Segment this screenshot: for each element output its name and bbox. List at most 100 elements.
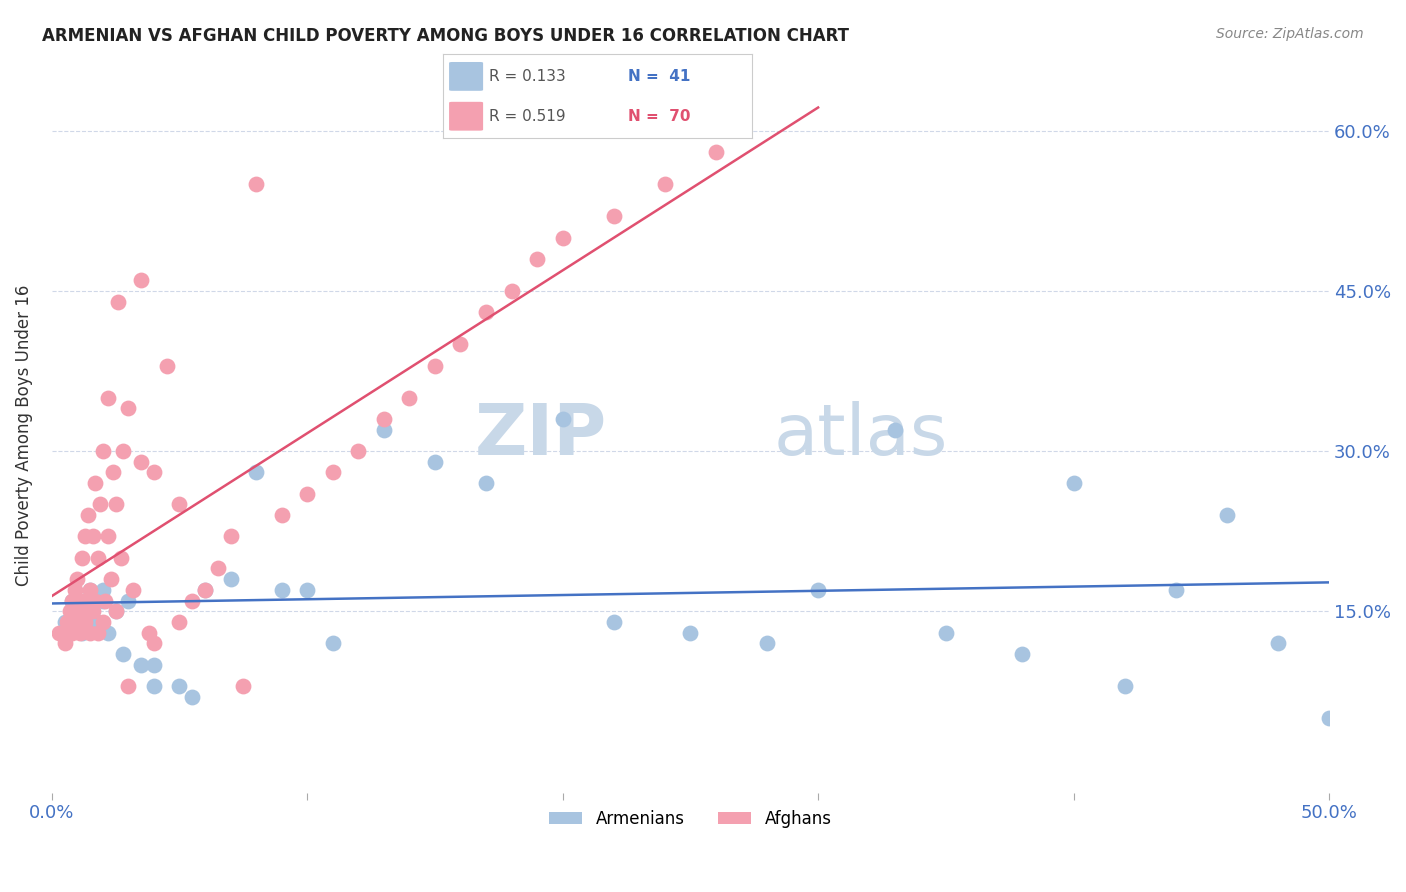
Point (219, 529, 242, 543)
Point (181, 690, 204, 704)
Point (603, 615, 626, 629)
Text: R = 0.133: R = 0.133 (489, 69, 567, 84)
Point (79, 625, 101, 640)
Point (91, 444, 114, 458)
Point (112, 647, 135, 661)
Point (48, 625, 70, 640)
Point (79, 604, 101, 618)
Text: R = 0.519: R = 0.519 (489, 109, 565, 124)
Point (129, 657, 152, 672)
Point (245, 177, 267, 191)
Point (72, 593, 94, 607)
Point (129, 273, 152, 287)
Text: Source: ZipAtlas.com: Source: ZipAtlas.com (1216, 27, 1364, 41)
Point (270, 508, 292, 522)
Point (1267, 636, 1289, 650)
Point (112, 444, 135, 458)
Point (84, 593, 107, 607)
Point (82, 529, 104, 543)
Point (181, 593, 204, 607)
Point (82, 604, 104, 618)
Point (53, 636, 76, 650)
Point (97, 625, 120, 640)
Text: ARMENIAN VS AFGHAN CHILD POVERTY AMONG BOYS UNDER 16 CORRELATION CHART: ARMENIAN VS AFGHAN CHILD POVERTY AMONG B… (42, 27, 849, 45)
Point (347, 444, 370, 458)
Point (104, 604, 127, 618)
Point (56, 615, 79, 629)
Point (91, 593, 114, 607)
Point (84, 476, 107, 491)
Point (295, 582, 318, 597)
Point (526, 252, 548, 266)
Point (66, 604, 89, 618)
Point (603, 209, 626, 223)
Point (97, 391, 120, 405)
Point (207, 561, 229, 575)
Point (117, 593, 139, 607)
Point (169, 498, 191, 512)
Point (1317, 711, 1340, 725)
Point (72, 625, 94, 640)
Point (117, 679, 139, 693)
Point (142, 657, 165, 672)
Point (169, 679, 191, 693)
Point (679, 625, 702, 640)
Point (110, 550, 132, 565)
Point (756, 636, 779, 650)
Text: N =  70: N = 70 (628, 109, 690, 124)
Point (129, 455, 152, 469)
Point (79, 582, 101, 597)
Point (423, 359, 446, 373)
Y-axis label: Child Poverty Among Boys Under 16: Child Poverty Among Boys Under 16 (15, 285, 32, 586)
Point (423, 455, 446, 469)
Point (142, 466, 165, 480)
Point (883, 423, 905, 437)
Point (73, 529, 96, 543)
Point (295, 487, 318, 501)
Point (270, 582, 292, 597)
Point (807, 582, 830, 597)
Point (60, 625, 83, 640)
Point (63, 615, 86, 629)
Legend: Armenians, Afghans: Armenians, Afghans (543, 803, 838, 834)
Point (169, 615, 191, 629)
Point (1114, 679, 1136, 693)
Point (76, 604, 98, 618)
Point (63, 582, 86, 597)
Point (245, 466, 267, 480)
Point (142, 679, 165, 693)
Point (232, 679, 254, 693)
Point (87, 625, 110, 640)
Point (1063, 476, 1085, 491)
Point (87, 615, 110, 629)
Point (654, 177, 676, 191)
Point (73, 615, 96, 629)
Point (104, 498, 127, 512)
Text: atlas: atlas (773, 401, 948, 469)
Point (501, 284, 523, 298)
Point (551, 412, 574, 426)
Point (373, 412, 395, 426)
FancyBboxPatch shape (449, 62, 484, 91)
FancyBboxPatch shape (449, 102, 484, 130)
Point (69, 625, 91, 640)
Point (475, 305, 498, 319)
Point (97, 529, 120, 543)
Point (475, 476, 498, 491)
Point (138, 625, 160, 640)
Point (53, 615, 76, 629)
Point (450, 337, 472, 351)
Point (322, 636, 344, 650)
Point (219, 572, 242, 586)
Point (107, 294, 129, 309)
Point (704, 145, 727, 160)
Point (122, 582, 145, 597)
Text: ZIP: ZIP (475, 401, 607, 469)
Point (373, 423, 395, 437)
Point (142, 636, 165, 650)
Point (322, 466, 344, 480)
Point (60, 593, 83, 607)
Point (1011, 647, 1033, 661)
Point (104, 604, 127, 618)
Point (100, 572, 122, 586)
